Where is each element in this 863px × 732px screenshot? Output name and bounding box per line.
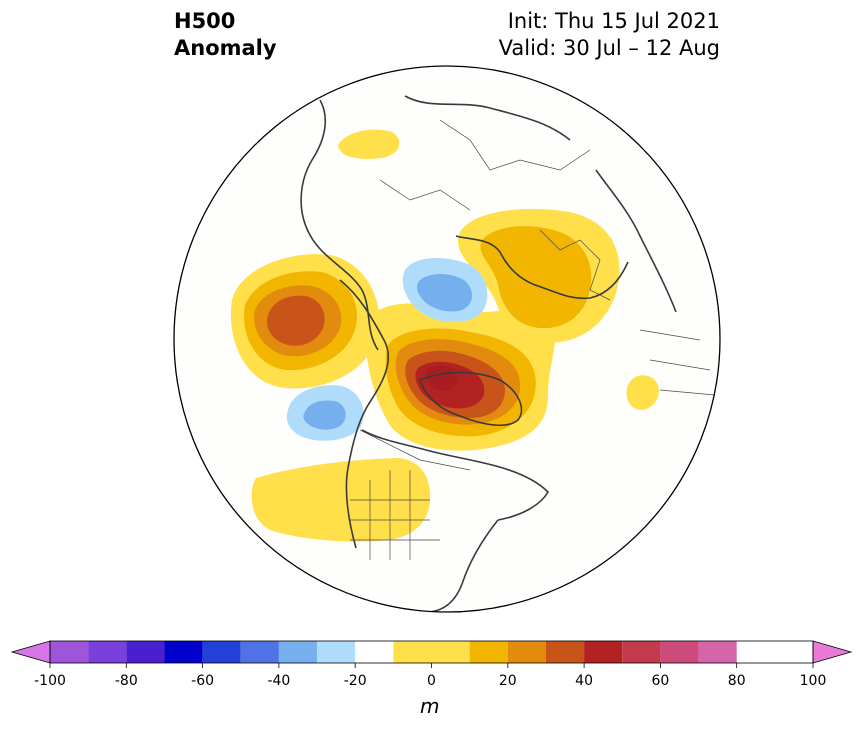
- polar-map: [173, 65, 721, 613]
- colorbar-segment: [50, 641, 89, 663]
- colorbar-tick-label: 20: [499, 673, 517, 689]
- colorbar-ticks: -100 -80 -60 -40 -20 0 20 40 60 80 100: [34, 663, 826, 689]
- colorbar-tick-label: 100: [800, 673, 827, 689]
- colorbar-segment: [469, 641, 508, 663]
- coastline-arctic-asia: [404, 95, 571, 141]
- colorbar-extend-under: [10, 640, 51, 664]
- coastline-hudson-bay: [361, 429, 549, 521]
- colorbar-segment: [202, 641, 241, 663]
- colorbar-segment: [393, 641, 470, 663]
- anomaly-high-pacific: [230, 254, 380, 389]
- anomaly-low-russia: [402, 258, 488, 323]
- init-date: Init: Thu 15 Jul 2021: [507, 9, 720, 33]
- valid-range: Valid: 30 Jul – 12 Aug: [498, 36, 720, 60]
- colorbar-segment: [240, 641, 279, 663]
- anomaly-fill: [230, 129, 659, 542]
- colorbar-segment: [88, 641, 127, 663]
- colorbar-segment: [355, 641, 394, 663]
- colorbar-tick-label: 80: [728, 673, 746, 689]
- coastline-east-us: [429, 519, 499, 612]
- colorbar-segment: [164, 641, 203, 663]
- colorbar-unit-label: m: [420, 694, 440, 718]
- colorbar: -100 -80 -60 -40 -20 0 20 40 60 80 100: [10, 640, 853, 689]
- coastline-europe: [595, 169, 677, 313]
- colorbar-segment: [126, 641, 165, 663]
- border-us-states: [350, 470, 440, 560]
- colorbar-segments: [50, 641, 737, 663]
- map-title: H500 Anomaly: [174, 8, 277, 62]
- title-quantity: Anomaly: [174, 36, 277, 60]
- colorbar-segment: [545, 641, 585, 663]
- colorbar-segment: [622, 641, 661, 663]
- anomaly-high-europe: [458, 208, 620, 343]
- border-europe: [539, 229, 611, 301]
- coastline-greenland: [419, 371, 523, 427]
- map-boundary: [173, 65, 721, 613]
- colorbar-tick-label: -40: [267, 673, 290, 689]
- forecast-dates: Init: Thu 15 Jul 2021 Valid: 30 Jul – 12…: [499, 8, 720, 62]
- anomaly-high-atlantic: [626, 375, 659, 410]
- colorbar-segment: [507, 641, 546, 663]
- colorbar-tick-label: -20: [344, 673, 367, 689]
- borders: [350, 119, 716, 560]
- colorbar-segment: [584, 641, 623, 663]
- colorbar-tick-label: -100: [34, 673, 66, 689]
- border-africa: [639, 329, 716, 396]
- border-russia: [379, 179, 471, 211]
- coastlines: [300, 95, 677, 612]
- colorbar-tick-label: 0: [427, 673, 436, 689]
- coastline-siberia: [300, 99, 379, 351]
- colorbar-tick-label: -60: [191, 673, 214, 689]
- border-canada-us: [359, 429, 471, 471]
- colorbar-tick-label: 60: [651, 673, 669, 689]
- colorbar-tick-label: -80: [115, 673, 138, 689]
- coastline-scandinavia: [455, 235, 629, 300]
- colorbar-extend-over: [812, 640, 853, 664]
- anomaly-high-siberia: [338, 129, 400, 159]
- colorbar-segment: [317, 641, 356, 663]
- coastline-north-america-west: [339, 279, 390, 549]
- anomaly-high-arctic: [365, 303, 556, 451]
- colorbar-segment: [698, 641, 737, 663]
- colorbar-tick-label: 40: [575, 673, 593, 689]
- border-asia: [439, 119, 591, 171]
- colorbar-segment: [660, 641, 699, 663]
- title-variable: H500: [174, 9, 236, 33]
- colorbar-segment: [278, 641, 318, 663]
- anomaly-high-western-us: [251, 458, 431, 542]
- anomaly-low-pacific: [286, 385, 364, 441]
